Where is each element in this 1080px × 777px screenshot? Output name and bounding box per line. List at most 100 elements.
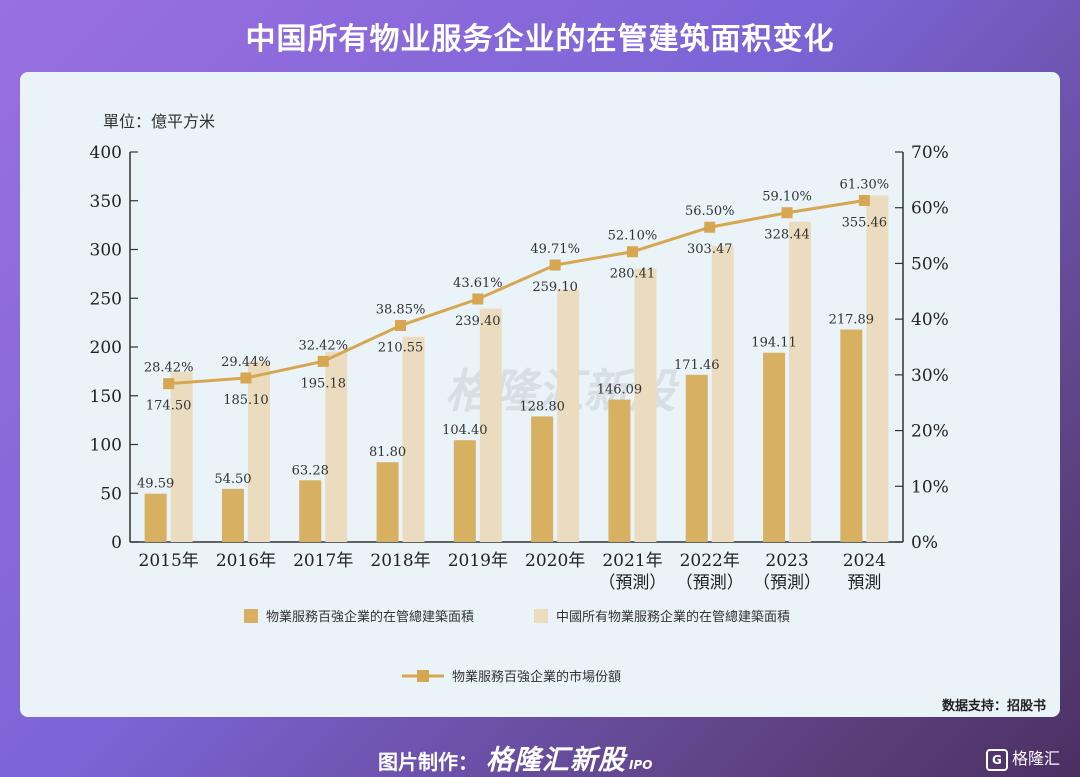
- x-tick-label: 2019年: [448, 551, 508, 571]
- bar-all-value-label: 280.41: [610, 267, 656, 282]
- x-tick-label: 2020年: [525, 551, 585, 571]
- market-share-label: 49.71%: [530, 242, 580, 257]
- market-share-marker: [626, 246, 638, 258]
- bar-all-companies: [170, 371, 193, 542]
- bar-top100: [376, 462, 399, 542]
- bar-all-value-label: 303.47: [687, 242, 733, 257]
- x-tick-label: 2015年: [139, 551, 199, 571]
- bar-top100: [840, 329, 863, 542]
- x-tick-label: 2016年: [216, 551, 276, 571]
- x-tick-label: 2018年: [370, 551, 430, 571]
- bar-all-companies: [247, 361, 270, 542]
- y-left-tick-label: 0: [111, 533, 122, 553]
- bar-top100: [763, 352, 786, 542]
- legend-label-all: 中國所有物業服務企業的在管總建築面積: [556, 609, 790, 625]
- bar-all-companies: [789, 221, 812, 542]
- bar-all-value-label: 355.46: [842, 215, 888, 230]
- y-left-tick-label: 250: [90, 289, 122, 309]
- bar-all-companies: [634, 268, 657, 542]
- bar-top100: [299, 480, 322, 542]
- bar-all-companies: [479, 308, 502, 542]
- footer-credit: 图片制作： 格隆汇新股 IPO: [378, 738, 652, 777]
- y-right-tick-label: 40%: [911, 310, 949, 330]
- y-left-tick-label: 350: [90, 192, 122, 212]
- market-share-marker: [317, 355, 329, 367]
- x-tick-label: 預測: [847, 573, 881, 593]
- source-note: 数据支持：招股书: [941, 699, 1046, 714]
- bar-top100-value-label: 194.11: [751, 336, 797, 351]
- legend-swatch-all: [534, 609, 548, 623]
- bar-all-value-label: 174.50: [146, 399, 192, 414]
- market-share-label: 56.50%: [685, 204, 735, 219]
- x-tick-label: 2023: [765, 551, 808, 571]
- market-share-label: 28.42%: [144, 361, 194, 376]
- bar-top100-value-label: 81.80: [369, 445, 406, 460]
- market-share-line: [168, 198, 865, 386]
- market-share-label: 52.10%: [608, 229, 658, 244]
- x-tick-label: 2022年: [680, 551, 740, 571]
- market-share-label: 32.42%: [298, 338, 348, 353]
- brand-sub: IPO: [629, 758, 653, 772]
- bar-all-companies: [711, 246, 734, 542]
- bar-all-companies: [325, 351, 348, 542]
- y-right-tick-label: 0%: [911, 533, 938, 553]
- bar-all-value-label: 259.10: [532, 280, 578, 295]
- market-share-marker: [781, 207, 793, 219]
- y-left-tick-label: 300: [90, 241, 122, 261]
- bar-top100: [685, 374, 708, 542]
- logo-icon: G: [985, 748, 1008, 771]
- bar-top100: [144, 493, 167, 542]
- bar-top100-value-label: 49.59: [137, 477, 174, 492]
- credit-label: 图片制作：: [378, 750, 478, 774]
- x-tick-label: （預測）: [676, 573, 744, 593]
- y-left-tick-label: 400: [90, 143, 122, 163]
- market-share-label: 29.44%: [221, 355, 271, 370]
- x-tick-label: （預測）: [598, 573, 666, 593]
- market-share-marker: [472, 293, 484, 305]
- market-share-label: 59.10%: [762, 190, 812, 205]
- chart-panel: 格隆汇新股0501001502002503003504000%10%20%30%…: [20, 72, 1060, 717]
- x-tick-label: 2017年: [293, 551, 353, 571]
- x-tick-label: （預測）: [753, 573, 821, 593]
- bar-all-value-label: 210.55: [378, 341, 424, 356]
- market-share-label: 43.61%: [453, 276, 503, 291]
- corner-logo: G 格隆汇: [985, 745, 1060, 771]
- x-tick-label: 2024: [843, 551, 886, 571]
- brand-name: 格隆汇新股: [486, 745, 626, 776]
- x-tick-label: 2021年: [602, 551, 662, 571]
- y-right-tick-label: 60%: [911, 199, 949, 219]
- y-left-tick-label: 100: [90, 436, 122, 456]
- bar-top100: [453, 440, 476, 542]
- page-title: 中国所有物业服务企业的在管建筑面积变化: [245, 22, 835, 57]
- bar-all-companies: [557, 289, 580, 542]
- y-left-tick-label: 150: [90, 387, 122, 407]
- market-share-label: 38.85%: [376, 303, 426, 318]
- y-right-tick-label: 50%: [911, 254, 949, 274]
- bar-top100-value-label: 128.80: [519, 399, 565, 414]
- market-share-marker: [395, 320, 407, 332]
- bar-all-companies: [866, 195, 889, 542]
- bar-top100-value-label: 104.40: [442, 423, 488, 438]
- market-share-marker: [858, 194, 870, 206]
- bar-all-value-label: 239.40: [455, 314, 501, 329]
- legend-label-share: 物業服務百強企業的市場份額: [452, 669, 621, 685]
- bar-all-companies: [402, 336, 425, 542]
- legend-label-top100: 物業服務百強企業的在管總建築面積: [266, 609, 474, 625]
- bar-top100-value-label: 63.28: [292, 463, 329, 478]
- bar-top100-value-label: 54.50: [214, 472, 251, 487]
- y-left-tick-label: 50: [100, 484, 122, 504]
- bar-all-value-label: 195.18: [301, 376, 347, 391]
- bar-top100: [221, 488, 244, 542]
- bar-all-value-label: 185.10: [223, 393, 269, 408]
- market-share-marker: [240, 372, 252, 384]
- chart: 格隆汇新股0501001502002503003504000%10%20%30%…: [90, 143, 949, 685]
- bar-top100: [608, 399, 631, 542]
- market-share-label: 61.30%: [840, 177, 890, 192]
- corner-logo-text: 格隆汇: [1011, 749, 1060, 768]
- legend-swatch-top100: [244, 609, 258, 623]
- y-left-tick-label: 200: [90, 338, 122, 358]
- y-right-tick-label: 70%: [911, 143, 949, 163]
- market-share-marker: [704, 221, 716, 233]
- y-right-tick-label: 30%: [911, 366, 949, 386]
- legend-line-marker: [417, 670, 429, 682]
